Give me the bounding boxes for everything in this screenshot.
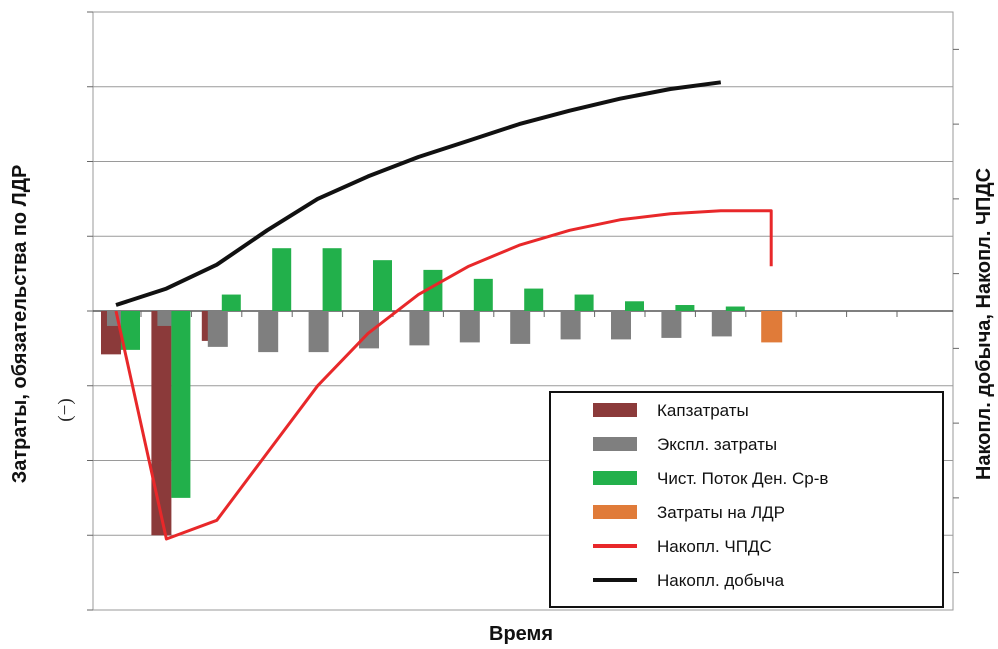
legend-label: Экспл. затраты: [657, 435, 777, 454]
negative-marker: (−): [55, 398, 76, 421]
bar: [272, 248, 292, 311]
bar: [611, 311, 631, 340]
bar: [171, 311, 191, 498]
legend-swatch: [593, 437, 637, 451]
bar: [308, 311, 329, 353]
bar: [725, 306, 745, 311]
bar: [322, 248, 342, 311]
bar: [661, 311, 682, 338]
legend-swatch: [593, 505, 637, 519]
legend-label: Накопл. ЧПДС: [657, 537, 772, 556]
legend-label: Накопл. добыча: [657, 571, 785, 590]
x-axis-title: Время: [489, 623, 553, 645]
bar: [675, 305, 695, 311]
bar: [711, 311, 732, 337]
bar: [459, 311, 480, 343]
bar: [423, 269, 443, 311]
legend: Капзатраты Экспл. затраты Чист. Поток Ден.…: [549, 391, 944, 608]
bar: [409, 311, 430, 346]
bar: [121, 311, 140, 350]
legend-label: Капзатраты: [657, 401, 749, 420]
bar: [207, 311, 228, 347]
legend-swatch: [593, 471, 637, 485]
bar: [258, 311, 279, 353]
y-axis-left-title: Затраты, обязательства по ЛДР: [9, 165, 31, 484]
bar: [473, 278, 493, 311]
lines: [114, 80, 773, 541]
legend-label: Затраты на ЛДР: [657, 503, 785, 522]
bar: [373, 260, 392, 311]
legend-frame: [549, 391, 944, 608]
y-axis-right-title: Накопл. добыча, Накопл. ЧПДС: [973, 168, 995, 480]
bar: [510, 311, 531, 344]
legend-label: Чист. Поток Ден. Ср-в: [657, 469, 828, 488]
legend-swatch: [593, 403, 637, 417]
bars: [101, 248, 783, 536]
series-line: [115, 80, 722, 307]
bar: [761, 311, 783, 343]
bar: [151, 311, 172, 536]
series-line: [114, 209, 773, 541]
bar: [625, 301, 644, 311]
bar: [221, 294, 241, 311]
bar: [574, 294, 594, 311]
bar: [560, 311, 581, 340]
bar: [524, 288, 544, 311]
bar: [359, 311, 379, 349]
